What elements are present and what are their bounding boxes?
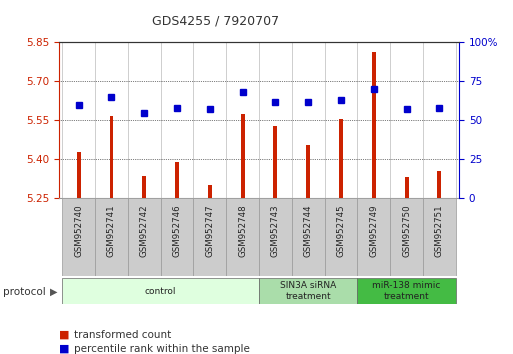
Text: GSM952746: GSM952746: [172, 205, 182, 257]
Bar: [241, 114, 245, 198]
Text: GSM952743: GSM952743: [271, 205, 280, 257]
Text: GSM952748: GSM952748: [238, 205, 247, 257]
Text: GDS4255 / 7920707: GDS4255 / 7920707: [152, 14, 279, 27]
Text: percentile rank within the sample: percentile rank within the sample: [74, 344, 250, 354]
FancyBboxPatch shape: [95, 198, 128, 276]
Text: protocol: protocol: [3, 287, 45, 297]
Bar: [208, 185, 212, 198]
FancyBboxPatch shape: [358, 198, 390, 276]
FancyBboxPatch shape: [259, 278, 358, 304]
FancyBboxPatch shape: [390, 198, 423, 276]
Bar: [405, 177, 409, 198]
FancyBboxPatch shape: [62, 198, 95, 276]
Bar: [273, 126, 278, 198]
Text: miR-138 mimic
treatment: miR-138 mimic treatment: [372, 281, 441, 301]
Text: GSM952750: GSM952750: [402, 205, 411, 257]
Bar: [339, 119, 343, 198]
Text: GSM952751: GSM952751: [435, 205, 444, 257]
Text: control: control: [145, 287, 176, 296]
Text: GSM952749: GSM952749: [369, 205, 379, 257]
Text: ■: ■: [59, 330, 69, 339]
FancyBboxPatch shape: [62, 278, 259, 304]
Text: ▶: ▶: [50, 287, 58, 297]
Text: GSM952747: GSM952747: [205, 205, 214, 257]
FancyBboxPatch shape: [423, 198, 456, 276]
Bar: [372, 52, 376, 198]
Bar: [175, 162, 179, 198]
Bar: [306, 145, 310, 198]
FancyBboxPatch shape: [226, 198, 259, 276]
FancyBboxPatch shape: [292, 198, 325, 276]
Bar: [77, 152, 81, 198]
FancyBboxPatch shape: [128, 198, 161, 276]
Text: SIN3A siRNA
treatment: SIN3A siRNA treatment: [280, 281, 337, 301]
Text: ■: ■: [59, 344, 69, 354]
Text: transformed count: transformed count: [74, 330, 172, 339]
Text: GSM952742: GSM952742: [140, 205, 149, 257]
FancyBboxPatch shape: [325, 198, 358, 276]
Text: GSM952745: GSM952745: [337, 205, 346, 257]
Bar: [109, 116, 113, 198]
FancyBboxPatch shape: [259, 198, 292, 276]
Text: GSM952740: GSM952740: [74, 205, 83, 257]
Text: GSM952744: GSM952744: [304, 205, 313, 257]
FancyBboxPatch shape: [193, 198, 226, 276]
Bar: [438, 171, 441, 198]
FancyBboxPatch shape: [358, 278, 456, 304]
Bar: [142, 176, 146, 198]
FancyBboxPatch shape: [161, 198, 193, 276]
Text: GSM952741: GSM952741: [107, 205, 116, 257]
